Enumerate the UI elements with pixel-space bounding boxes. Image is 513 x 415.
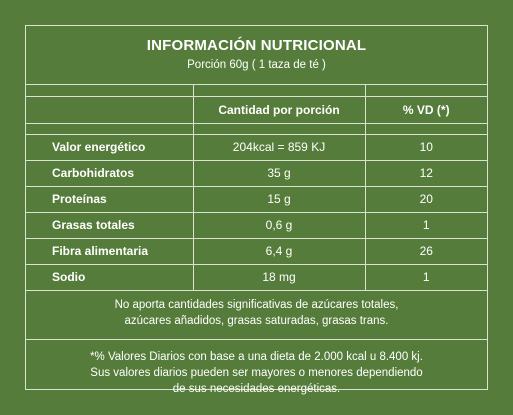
nutrition-title: INFORMACIÓN NUTRICIONAL xyxy=(146,37,367,54)
table-row: Fibra alimentaria 6,4 g 26 xyxy=(26,238,487,265)
insignificant-amounts-note: No aporta cantidades significativas de a… xyxy=(26,291,487,340)
footnote-line: Sus valores diarios pueden ser mayores o… xyxy=(90,366,423,379)
footnote-line: de sus necesidades energéticas. xyxy=(172,382,341,395)
nutrient-name: Proteínas xyxy=(26,186,193,213)
note-line: No aporta cantidades significativas de a… xyxy=(114,298,399,311)
table-row: Proteínas 15 g 20 xyxy=(26,186,487,213)
nutrition-table: Cantidad por porción % VD (*) Valor ener… xyxy=(26,85,487,291)
nutrient-dv: 20 xyxy=(365,186,487,213)
nutrient-dv: 26 xyxy=(365,238,487,265)
nutrient-amount: 15 g xyxy=(192,186,366,213)
table-header-row: Cantidad por porción % VD (*) xyxy=(26,96,487,124)
nutrition-facts-panel: INFORMACIÓN NUTRICIONAL Porción 60g ( 1 … xyxy=(25,25,488,395)
nutrient-dv: 1 xyxy=(365,212,487,239)
nutrient-name: Valor energético xyxy=(26,134,193,161)
note-line: azúcares añadidos, grasas saturadas, gra… xyxy=(124,314,389,327)
nutrient-name: Grasas totales xyxy=(26,212,193,239)
serving-size: Porción 60g ( 1 taza de té ) xyxy=(187,59,326,71)
nutrient-amount: 35 g xyxy=(192,160,366,187)
nutrient-amount: 6,4 g xyxy=(192,238,366,265)
table-row: Valor energético 204kcal = 859 KJ 10 xyxy=(26,134,487,161)
table-row: Sodio 18 mg 1 xyxy=(26,264,487,291)
nutrient-dv: 10 xyxy=(365,134,487,161)
column-header-dv: % VD (*) xyxy=(365,96,487,124)
daily-values-footnote: *% Valores Diarios con base a una dieta … xyxy=(26,340,487,397)
column-header-amount: Cantidad por porción xyxy=(192,96,366,124)
footnote-line: *% Valores Diarios con base a una dieta … xyxy=(90,350,423,363)
nutrient-amount: 0,6 g xyxy=(192,212,366,239)
table-row: Grasas totales 0,6 g 1 xyxy=(26,212,487,239)
nutrient-amount: 204kcal = 859 KJ xyxy=(192,134,366,161)
table-spacer xyxy=(26,85,487,97)
nutrient-amount: 18 mg xyxy=(192,264,366,291)
table-spacer xyxy=(26,123,487,135)
nutrient-name: Carbohidratos xyxy=(26,160,193,187)
column-header-nutrient xyxy=(26,96,193,124)
nutrient-dv: 12 xyxy=(365,160,487,187)
nutrient-dv: 1 xyxy=(365,264,487,291)
table-row: Carbohidratos 35 g 12 xyxy=(26,160,487,187)
nutrition-header: INFORMACIÓN NUTRICIONAL Porción 60g ( 1 … xyxy=(26,26,487,85)
nutrient-name: Sodio xyxy=(26,264,193,291)
nutrient-name: Fibra alimentaria xyxy=(26,238,193,265)
